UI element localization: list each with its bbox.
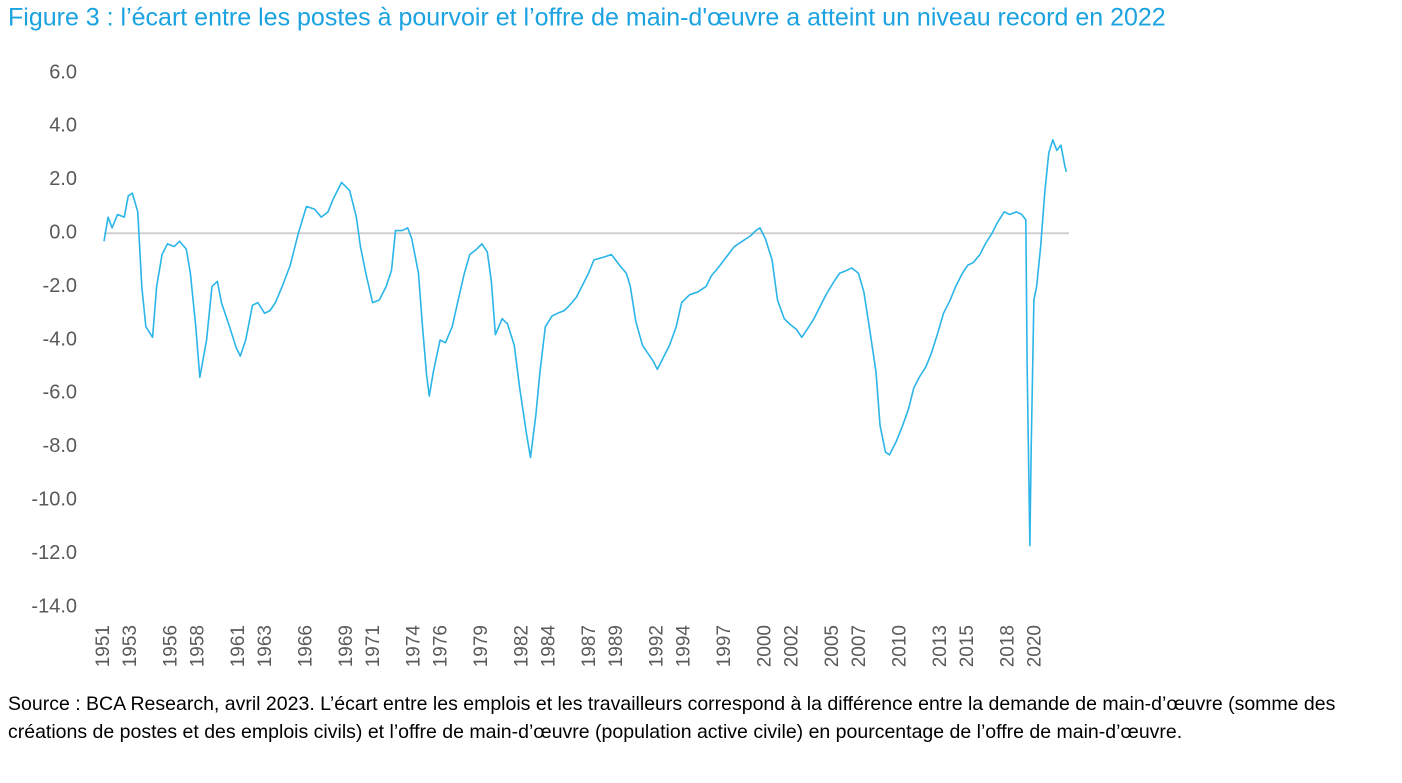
x-tick-label: 1979 <box>471 625 492 667</box>
x-tick-label: 1992 <box>646 625 667 667</box>
y-tick-label: 0.0 <box>49 221 77 243</box>
x-tick-label: 1994 <box>673 625 694 668</box>
chart: Figure 3 : l’écart entre les postes à po… <box>8 4 1166 668</box>
x-tick-label: 2020 <box>1024 625 1045 667</box>
data-line <box>103 138 1068 547</box>
x-tick-label: 2013 <box>930 625 951 667</box>
x-tick-label: 2018 <box>997 625 1018 667</box>
x-tick-label: 1953 <box>120 625 141 667</box>
x-tick-label: 1971 <box>363 625 384 667</box>
x-tick-label: 1982 <box>511 625 532 667</box>
x-tick-label: 2000 <box>754 625 775 667</box>
x-tick-label: 2007 <box>849 625 870 667</box>
x-tick-label: 2002 <box>781 625 802 667</box>
x-tick-label: 1974 <box>403 625 424 668</box>
chart-title: Figure 3 : l’écart entre les postes à po… <box>8 4 1166 32</box>
x-tick-label: 1976 <box>430 625 451 667</box>
x-tick-label: 1989 <box>606 625 627 667</box>
x-tick-label: 1958 <box>187 625 208 667</box>
x-tick-label: 1961 <box>228 625 249 667</box>
x-tick-label: 2010 <box>889 625 910 667</box>
y-tick-label: -12.0 <box>31 542 77 564</box>
x-tick-label: 2005 <box>822 625 843 667</box>
y-tick-label: -4.0 <box>43 328 77 350</box>
y-tick-label: -2.0 <box>43 275 77 297</box>
x-tick-label: 1987 <box>579 625 600 667</box>
x-tick-label: 1963 <box>255 625 276 667</box>
y-tick-label: -10.0 <box>31 488 77 510</box>
x-tick-label: 1997 <box>714 625 735 667</box>
x-tick-label: 1951 <box>93 625 114 667</box>
x-tick-label: 1969 <box>336 625 357 667</box>
y-tick-label: 4.0 <box>49 115 77 137</box>
y-tick-label: -8.0 <box>43 435 77 457</box>
y-tick-label: -6.0 <box>43 382 77 404</box>
source-note: Source : BCA Research, avril 2023. L’éca… <box>8 693 1336 743</box>
x-tick-label: 1966 <box>295 625 316 667</box>
x-tick-label: 1984 <box>538 625 559 668</box>
x-tick-label: 1956 <box>160 625 181 667</box>
y-tick-label: 6.0 <box>49 61 77 83</box>
y-tick-label: -14.0 <box>31 595 77 617</box>
y-tick-label: 2.0 <box>49 168 77 190</box>
x-tick-label: 2015 <box>957 625 978 667</box>
